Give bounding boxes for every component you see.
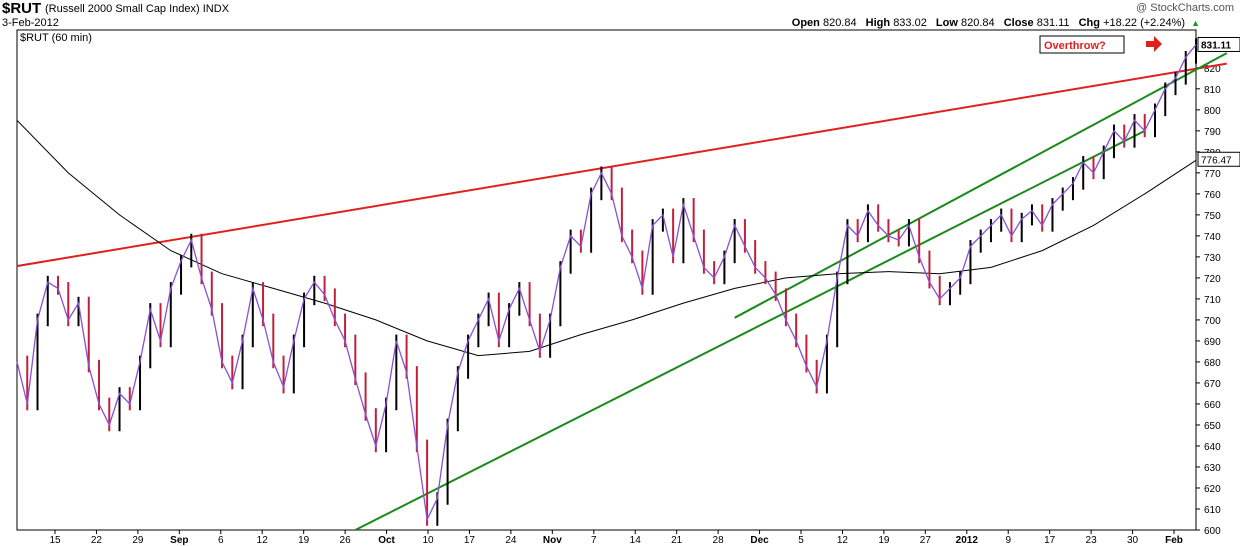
x-tick-label: Feb (1165, 535, 1183, 546)
y-tick-label: 740 (1204, 232, 1221, 243)
x-tick-label: 21 (671, 535, 683, 546)
y-tick-label: 660 (1204, 400, 1221, 411)
close-value: 831.11 (1036, 17, 1070, 29)
symbol: $RUT (2, 0, 42, 17)
x-tick-label: 2012 (956, 535, 979, 546)
index-full-name: (Russell 2000 Small Cap Index) (45, 3, 200, 15)
x-tick-label: 15 (49, 535, 61, 546)
x-tick-label: Nov (543, 535, 562, 546)
x-tick-label: 17 (464, 535, 476, 546)
y-tick-label: 670 (1204, 379, 1221, 390)
y-tick-label: 750 (1204, 211, 1221, 222)
y-tick-label: 810 (1204, 85, 1221, 96)
x-tick-label: 27 (920, 535, 932, 546)
y-tick-label: 770 (1204, 169, 1221, 180)
annotation-label: Overthrow? (1044, 40, 1106, 52)
x-tick-label: 5 (798, 535, 804, 546)
trendline (354, 129, 1146, 530)
x-tick-label: 24 (505, 535, 517, 546)
y-tick-label: 680 (1204, 358, 1221, 369)
x-tick-label: Sep (170, 535, 188, 546)
moving-average-line (16, 119, 1197, 357)
y-tick-label: 710 (1204, 295, 1221, 306)
y-tick-label: 820 (1204, 64, 1221, 75)
x-tick-label: 26 (340, 535, 352, 546)
x-tick-label: 12 (837, 535, 849, 546)
trendline-group (17, 52, 1228, 530)
x-tick-label: 23 (1086, 535, 1098, 546)
chg-label: Chg (1078, 17, 1100, 29)
x-tick-label: 9 (1005, 535, 1011, 546)
x-tick-label: 22 (91, 535, 103, 546)
chart-date: 3-Feb-2012 (2, 17, 59, 29)
watermark: @ StockCharts.com (1136, 2, 1234, 14)
y-tick-label: 610 (1204, 505, 1221, 516)
x-tick-label: 7 (591, 535, 597, 546)
x-tick-label: 30 (1127, 535, 1139, 546)
close-label: Close (1003, 17, 1034, 29)
index-name: (Russell 2000 Small Cap Index) INDX (45, 3, 229, 15)
high-value: 833.02 (893, 17, 927, 29)
chart-title: $RUT (60 min) (20, 32, 92, 44)
ma-value-box (1197, 151, 1240, 167)
chg-value: +18.22 (+2.24%) (1103, 17, 1186, 29)
last-price-label: 831.11 (1201, 40, 1231, 51)
x-tick-label: 6 (218, 535, 224, 546)
x-tick-label: Oct (378, 535, 395, 546)
y-tick-label: 760 (1204, 190, 1221, 201)
ohlc-readout: Open 820.84 High 833.02 Low 820.84 Close… (786, 17, 1200, 29)
y-tick-label: 790 (1204, 127, 1221, 138)
x-tick-label: Dec (750, 535, 769, 546)
annotation-box (1039, 35, 1125, 54)
y-tick-label: 730 (1204, 253, 1221, 264)
plot-frame (16, 29, 1197, 531)
trendline (17, 62, 1227, 268)
x-tick-label: 29 (132, 535, 144, 546)
up-arrow-icon: ▲ (1191, 18, 1200, 28)
wave-line (16, 44, 1197, 522)
y-tick-label: 720 (1204, 274, 1221, 285)
x-tick-label: 10 (422, 535, 434, 546)
y-tick-label: 620 (1204, 484, 1221, 495)
high-label: High (865, 17, 891, 29)
y-tick-label: 640 (1204, 442, 1221, 453)
annotation-arrow-icon (1146, 36, 1162, 52)
y-tick-label: 630 (1204, 463, 1221, 474)
last-price-box (1197, 36, 1240, 52)
y-tick-label: 600 (1204, 526, 1221, 537)
x-tick-label: 19 (878, 535, 890, 546)
y-tick-label: 800 (1204, 106, 1221, 117)
open-label: Open (791, 17, 820, 29)
trendline (734, 52, 1228, 319)
x-tick-label: 19 (298, 535, 310, 546)
y-tick-label: 650 (1204, 421, 1221, 432)
open-value: 820.84 (822, 17, 857, 29)
y-tick-label: 690 (1204, 337, 1221, 348)
exchange: INDX (202, 3, 230, 15)
x-tick-label: 28 (713, 535, 725, 546)
x-tick-label: 17 (1044, 535, 1056, 546)
x-tick-label: 12 (257, 535, 269, 546)
ma-value-label: 776.47 (1201, 155, 1232, 166)
low-value: 820.84 (960, 17, 995, 29)
y-tick-label: 700 (1204, 316, 1221, 327)
low-label: Low (935, 17, 958, 29)
x-tick-label: 14 (630, 535, 642, 546)
